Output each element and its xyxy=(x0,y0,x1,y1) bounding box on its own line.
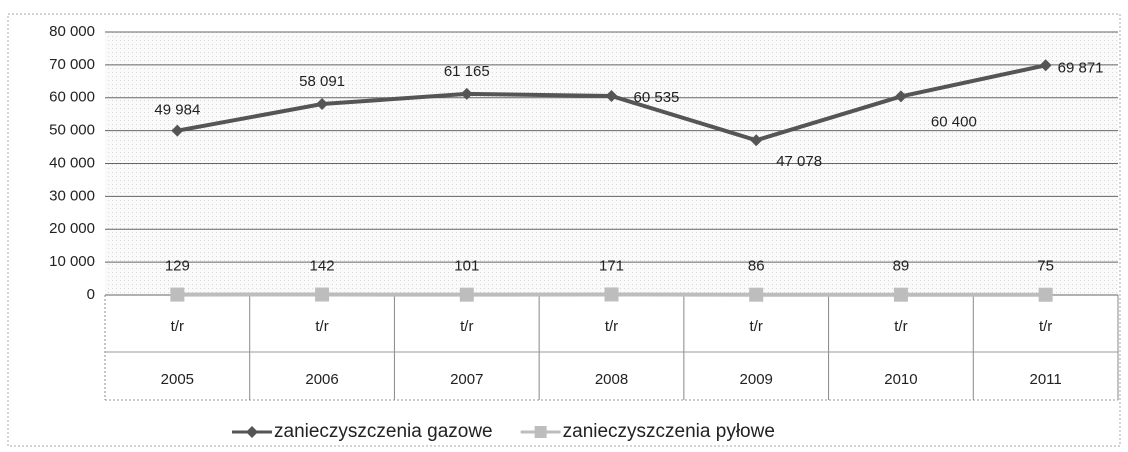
data-label: 49 984 xyxy=(154,102,200,119)
y-tick-label: 20 000 xyxy=(49,220,95,237)
legend-marker xyxy=(534,426,547,438)
unit-label: t/r xyxy=(894,318,907,335)
unit-label: t/r xyxy=(315,318,328,335)
line-marker xyxy=(170,287,185,302)
data-label: 129 xyxy=(165,258,190,275)
unit-label: t/r xyxy=(605,318,618,335)
data-label: 58 091 xyxy=(299,73,345,90)
unit-label: t/r xyxy=(1039,318,1052,335)
x-tick-label: 2007 xyxy=(450,371,483,388)
x-tick-label: 2011 xyxy=(1030,371,1062,388)
line-marker xyxy=(1038,287,1053,302)
legend-marker xyxy=(246,426,258,438)
unit-label: t/r xyxy=(750,318,763,335)
y-tick-label: 60 000 xyxy=(49,89,95,106)
x-tick-label: 2005 xyxy=(161,371,194,388)
y-tick-label: 40 000 xyxy=(49,154,95,171)
data-label: 86 xyxy=(748,258,765,275)
legend-label: zanieczyszczenia pyłowe xyxy=(563,421,775,442)
data-label: 101 xyxy=(454,258,479,275)
line-marker xyxy=(749,287,764,302)
y-tick-label: 70 000 xyxy=(49,56,95,73)
line-marker xyxy=(315,287,330,302)
x-tick-label: 2006 xyxy=(305,371,338,388)
y-tick-label: 50 000 xyxy=(49,122,95,139)
data-label: 69 871 xyxy=(1058,59,1104,76)
data-label: 171 xyxy=(599,257,624,274)
y-tick-label: 80 000 xyxy=(49,23,95,40)
line-marker xyxy=(604,287,619,302)
y-tick-label: 30 000 xyxy=(49,187,95,204)
x-tick-label: 2009 xyxy=(740,371,773,388)
x-tick-label: 2008 xyxy=(595,371,628,388)
line-marker xyxy=(459,287,474,302)
data-label: 47 078 xyxy=(776,153,822,170)
unit-label: t/r xyxy=(460,318,473,335)
line-marker xyxy=(893,287,908,302)
y-tick-label: 10 000 xyxy=(49,253,95,270)
data-label: 75 xyxy=(1037,258,1054,275)
data-label: 60 535 xyxy=(634,89,680,106)
data-label: 142 xyxy=(310,258,335,275)
line-marker xyxy=(316,98,329,111)
line-marker xyxy=(894,90,907,103)
line-marker xyxy=(750,134,763,147)
data-label: 89 xyxy=(893,258,910,275)
line-marker xyxy=(605,89,618,102)
y-tick-label: 0 xyxy=(87,286,95,303)
x-tick-label: 2010 xyxy=(884,371,917,388)
line-marker xyxy=(460,87,473,100)
data-label: 60 400 xyxy=(931,113,977,130)
line-marker xyxy=(1039,59,1052,72)
data-label: 61 165 xyxy=(444,63,490,80)
line-marker xyxy=(171,124,184,137)
unit-label: t/r xyxy=(171,318,184,335)
legend-label: zanieczyszczenia gazowe xyxy=(274,421,493,442)
